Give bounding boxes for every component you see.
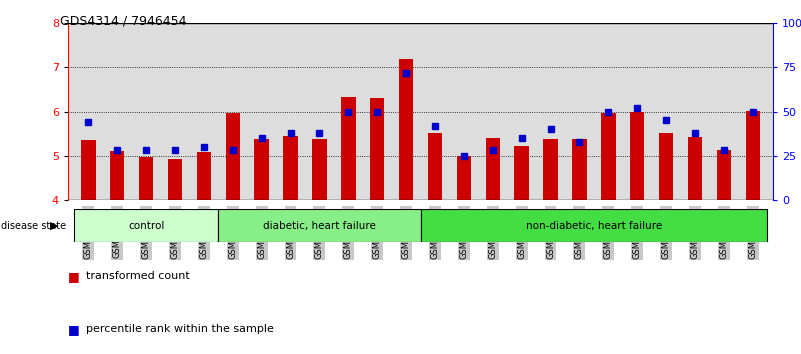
Bar	[514, 146, 529, 200]
Bar	[255, 139, 269, 200]
Bar	[543, 139, 557, 200]
Text: disease state: disease state	[1, 221, 66, 231]
Bar	[370, 98, 384, 200]
Bar	[110, 152, 124, 200]
Text: ■: ■	[68, 323, 80, 336]
Bar	[74, 209, 219, 242]
Bar	[219, 209, 421, 242]
Bar	[659, 133, 674, 200]
Bar	[284, 136, 298, 200]
Text: ■: ■	[68, 270, 80, 282]
Text: percentile rank within the sample: percentile rank within the sample	[86, 324, 274, 334]
Text: diabetic, heart failure: diabetic, heart failure	[263, 221, 376, 231]
Bar	[717, 150, 731, 200]
Bar	[312, 139, 327, 200]
Bar	[139, 156, 153, 200]
Bar	[485, 138, 500, 200]
Bar	[399, 59, 413, 200]
Bar	[428, 133, 442, 200]
Bar	[341, 97, 356, 200]
Text: control: control	[128, 221, 164, 231]
Bar	[226, 113, 240, 200]
Bar	[167, 159, 182, 200]
Bar	[688, 137, 702, 200]
Bar	[421, 209, 767, 242]
Bar	[630, 112, 645, 200]
Bar	[601, 113, 615, 200]
Bar	[572, 139, 586, 200]
Bar	[196, 152, 211, 200]
Text: ▶: ▶	[50, 221, 58, 231]
Bar	[457, 156, 471, 200]
Bar	[81, 140, 95, 200]
Text: GDS4314 / 7946454: GDS4314 / 7946454	[60, 14, 187, 27]
Bar	[746, 110, 760, 200]
Text: transformed count: transformed count	[86, 271, 190, 281]
Text: non-diabetic, heart failure: non-diabetic, heart failure	[525, 221, 662, 231]
